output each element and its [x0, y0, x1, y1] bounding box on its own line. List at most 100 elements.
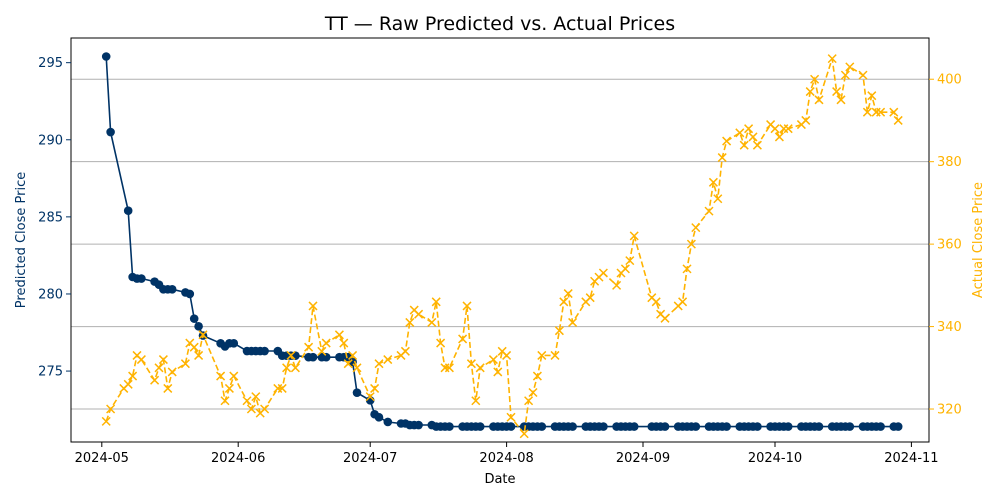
actual-point [774, 132, 784, 142]
actual-point [444, 363, 454, 373]
actual-point [431, 297, 441, 307]
actual-point [414, 309, 424, 319]
actual-point [502, 350, 512, 360]
actual-series [101, 54, 903, 439]
actual-point [717, 153, 727, 163]
actual-point [537, 350, 547, 360]
actual-point [154, 363, 164, 373]
actual-point [722, 136, 732, 146]
actual-point [163, 383, 173, 393]
actual-point [625, 256, 635, 266]
predicted-point [691, 422, 701, 431]
actual-point [194, 350, 204, 360]
predicted-point [722, 422, 731, 431]
actual-point [220, 396, 230, 406]
right-tick-label: 340 [937, 320, 962, 335]
actual-point [128, 371, 138, 381]
predicted-point [101, 52, 111, 61]
actual-point [686, 239, 696, 249]
actual-point [708, 177, 718, 187]
x-tick-label: 2024-11 [884, 451, 938, 466]
actual-point [374, 359, 384, 369]
actual-point [123, 379, 133, 389]
actual-point [810, 74, 820, 84]
actual-point [321, 338, 331, 348]
actual-point [612, 280, 622, 290]
actual-point [691, 223, 701, 233]
predicted-point [814, 422, 824, 431]
actual-point [585, 293, 595, 303]
x-tick-label: 2024-07 [343, 451, 397, 466]
predicted-point [260, 346, 269, 356]
actual-point [136, 355, 146, 365]
actual-point [317, 346, 327, 356]
predicted-point [137, 274, 146, 283]
predicted-point [308, 352, 318, 362]
actual-point [550, 350, 560, 360]
left-y-axis: 275 280 285 290 295 [38, 56, 71, 380]
actual-point [779, 124, 789, 134]
actual-point [770, 124, 780, 134]
actual-point [651, 297, 661, 307]
actual-point [198, 330, 208, 340]
actual-point [739, 140, 749, 150]
predicted-series [101, 52, 903, 431]
actual-point [365, 392, 375, 402]
actual-point [242, 396, 252, 406]
actual-point [251, 392, 261, 402]
actual-point [493, 367, 503, 377]
actual-point [400, 346, 410, 356]
actual-point [282, 363, 292, 373]
actual-point [352, 363, 362, 373]
predicted-point [194, 322, 203, 331]
actual-point [845, 62, 855, 72]
actual-point [101, 416, 111, 426]
predicted-point [167, 285, 177, 294]
predicted-point [506, 422, 516, 431]
actual-point [867, 91, 877, 101]
actual-point [783, 124, 793, 134]
right-axis-label: Actual Close Price [971, 182, 986, 298]
actual-point [343, 359, 353, 369]
actual-point [216, 371, 226, 381]
actual-point [876, 107, 886, 117]
actual-point [436, 338, 446, 348]
actual-point [286, 350, 296, 360]
predicted-point [599, 422, 608, 431]
actual-point [519, 429, 529, 439]
actual-point [713, 194, 723, 204]
actual-point [629, 231, 639, 241]
actual-point [224, 383, 234, 393]
actual-point [458, 334, 468, 344]
actual-point [246, 404, 256, 414]
actual-point [735, 128, 745, 138]
actual-point [466, 359, 476, 369]
actual-point [678, 297, 688, 307]
actual-point [554, 326, 564, 336]
actual-point [814, 95, 824, 105]
actual-point [348, 350, 358, 360]
predicted-point [185, 289, 195, 299]
actual-point [528, 388, 538, 398]
predicted-point [537, 422, 547, 431]
actual-point [893, 115, 903, 125]
actual-point [598, 268, 608, 278]
actual-point [506, 412, 516, 422]
left-tick-label: 285 [38, 210, 63, 225]
predicted-point [475, 422, 485, 431]
x-tick-label: 2024-08 [479, 451, 533, 466]
actual-point [405, 317, 415, 327]
actual-point [827, 54, 837, 64]
actual-point [805, 87, 815, 97]
right-y-axis: 320 340 360 380 400 [929, 73, 962, 418]
actual-point [752, 140, 762, 150]
right-tick-label: 400 [937, 73, 962, 88]
actual-point [334, 330, 344, 340]
predicted-point [876, 422, 885, 431]
actual-point [304, 342, 314, 352]
x-tick-label: 2024-10 [748, 451, 802, 466]
actual-point [858, 70, 868, 80]
left-tick-label: 295 [38, 56, 63, 71]
actual-point [682, 264, 692, 274]
actual-point [836, 95, 846, 105]
